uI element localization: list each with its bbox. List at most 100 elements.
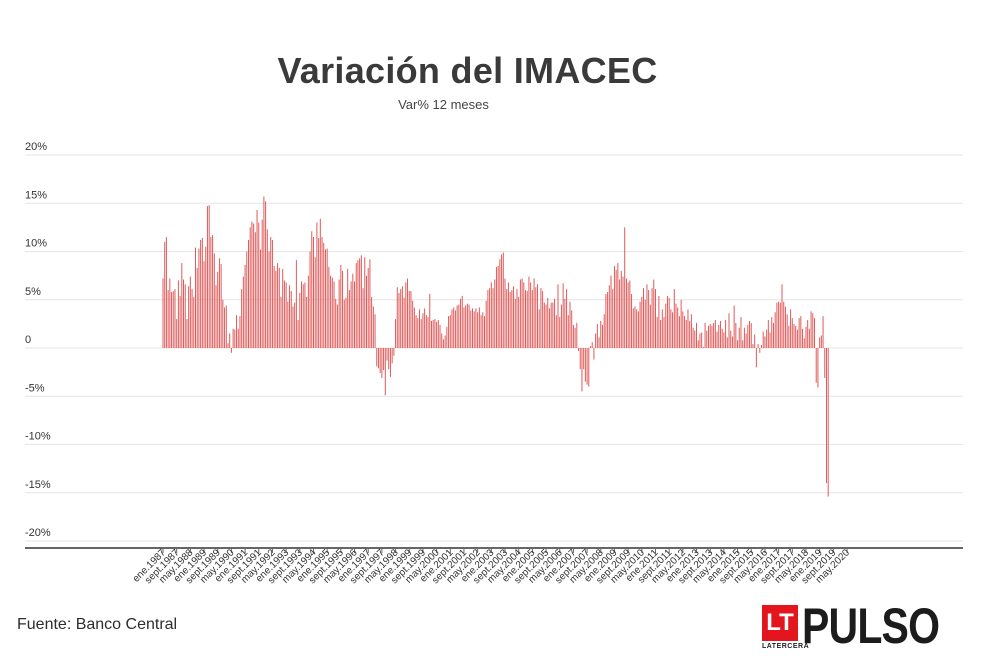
bar <box>225 305 227 348</box>
bar <box>644 299 646 348</box>
bar <box>174 289 176 348</box>
bar <box>704 322 706 348</box>
bar <box>398 293 400 348</box>
bar <box>466 303 468 348</box>
bar <box>297 320 299 348</box>
bar <box>707 325 709 348</box>
bar <box>448 316 450 348</box>
bar <box>203 261 205 348</box>
bar <box>374 314 376 348</box>
bar <box>482 312 484 348</box>
bar <box>571 310 573 348</box>
bar <box>595 333 597 348</box>
bar <box>434 319 436 348</box>
bar <box>191 289 193 348</box>
bar <box>338 279 340 348</box>
lt-logo-text: LT <box>766 609 794 636</box>
bar <box>408 291 410 348</box>
bar <box>798 318 800 348</box>
bar <box>330 275 332 349</box>
bar <box>800 316 802 348</box>
bar <box>179 295 181 348</box>
bar <box>213 253 215 348</box>
bar <box>610 275 612 349</box>
bar <box>350 281 352 348</box>
bar <box>542 291 544 348</box>
bar <box>530 282 532 348</box>
bar <box>425 315 427 348</box>
bar <box>590 346 591 348</box>
bar <box>478 307 480 348</box>
bar <box>442 339 444 348</box>
bar <box>401 286 403 348</box>
bar <box>525 290 527 348</box>
bar <box>304 282 306 348</box>
bar <box>786 314 788 348</box>
bar <box>461 295 463 348</box>
bar <box>721 328 723 348</box>
bar <box>533 278 535 348</box>
bar <box>820 335 822 348</box>
bar <box>237 328 239 348</box>
bar <box>603 314 605 348</box>
bar <box>668 297 670 348</box>
bar <box>771 317 773 348</box>
bar <box>184 284 186 348</box>
bar <box>354 281 356 348</box>
bar <box>324 249 326 348</box>
bar <box>632 308 634 348</box>
source-note: Fuente: Banco Central <box>17 616 178 633</box>
bar <box>677 307 679 348</box>
bar <box>509 292 511 348</box>
bar <box>593 348 595 360</box>
bar <box>687 309 689 348</box>
bar <box>256 210 258 348</box>
bar <box>437 320 439 348</box>
bar <box>386 348 388 361</box>
bar <box>217 271 219 348</box>
bar <box>295 260 297 348</box>
bar <box>745 333 747 348</box>
y-axis-tick-labels: 20% 15% 10% 5% 0 -5% -10% -15% -20% <box>25 141 51 539</box>
bar <box>379 348 381 374</box>
bar <box>265 201 267 348</box>
bar <box>345 297 347 348</box>
bar <box>648 290 650 348</box>
bar <box>817 348 819 388</box>
pulso-logo[interactable]: LT LATERCERA PULSO <box>762 598 940 654</box>
bar <box>713 322 715 348</box>
bar <box>701 332 703 348</box>
bar <box>362 288 364 348</box>
bar <box>391 348 393 364</box>
bar <box>407 278 409 348</box>
bar <box>254 232 256 348</box>
bar <box>812 313 814 348</box>
bar <box>802 328 804 348</box>
bar <box>261 219 263 348</box>
bar <box>572 324 574 348</box>
bar <box>205 246 207 348</box>
bar <box>554 298 556 348</box>
bar <box>825 348 827 484</box>
bar <box>287 301 289 348</box>
lt-logo-box: LT <box>762 605 798 641</box>
bar <box>318 237 320 348</box>
bar <box>485 300 487 348</box>
bar <box>419 309 420 348</box>
bar <box>769 332 771 348</box>
bar <box>271 239 273 348</box>
bar <box>827 348 829 497</box>
bar <box>772 322 774 348</box>
bar <box>617 263 619 348</box>
bar <box>709 323 711 349</box>
bar <box>759 348 761 353</box>
bar <box>268 251 270 348</box>
bar <box>273 265 275 348</box>
bar <box>412 300 414 348</box>
imacec-bar-chart: 20% 15% 10% 5% 0 -5% -10% -15% -20% ene.1987sept… <box>25 141 963 586</box>
bar <box>396 287 398 348</box>
bar <box>319 218 321 348</box>
bar <box>311 231 313 348</box>
bar <box>737 340 739 348</box>
bar <box>410 291 412 348</box>
